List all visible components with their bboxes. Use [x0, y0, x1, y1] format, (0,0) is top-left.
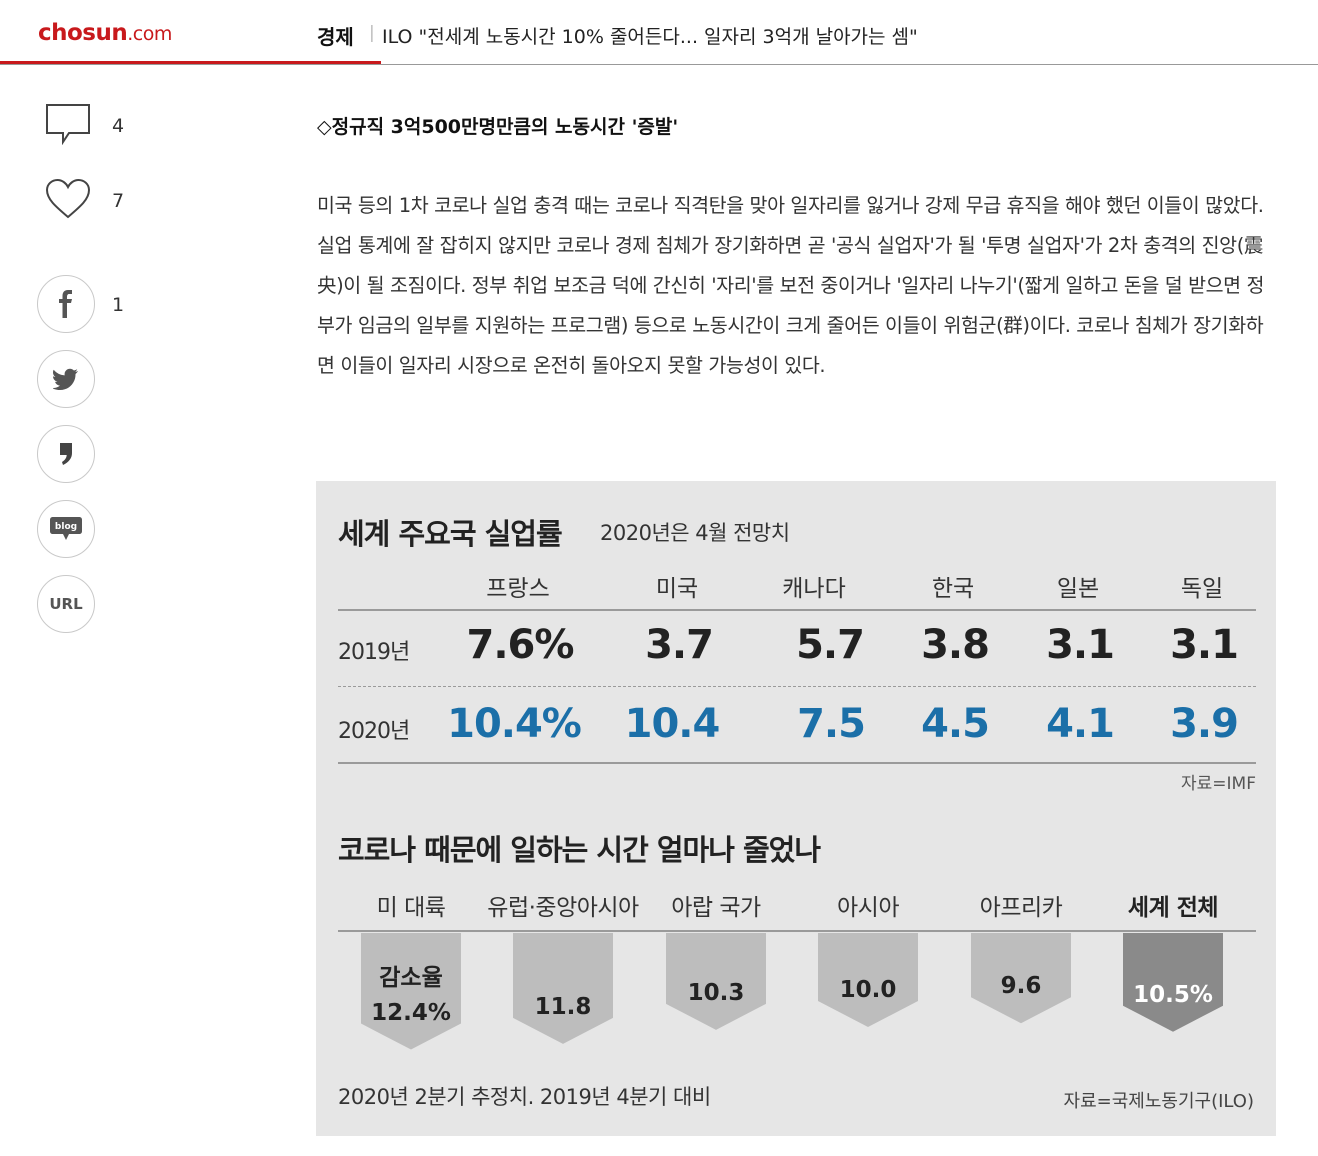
- decrease-shape-fill: [818, 933, 918, 1027]
- blog-icon: blog: [50, 517, 82, 540]
- decrease-value-label: 10.0: [839, 977, 897, 1003]
- decrease-shape-fill: [666, 933, 766, 1030]
- region-label: 아시아: [837, 895, 899, 921]
- unemployment-table-subtitle: 2020년은 4월 전망치: [600, 521, 790, 545]
- decrease-value-label: 11.8: [534, 993, 592, 1020]
- header-separator: |: [369, 23, 375, 43]
- country-header: 한국: [931, 576, 975, 602]
- rate-2019-france: 7.6%: [466, 622, 575, 668]
- rate-2020-france: 10.4%: [447, 701, 582, 747]
- country-header: 미국: [655, 576, 699, 602]
- twitter-icon: [53, 368, 78, 390]
- url-label: URL: [49, 595, 83, 613]
- decrease-rate-caption: 감소율: [379, 964, 443, 991]
- rate-2020-japan: 4.1: [1046, 701, 1115, 747]
- decrease-shape: [971, 933, 1071, 1024]
- heart-icon: [45, 178, 91, 219]
- twitter-share-button[interactable]: [37, 350, 95, 408]
- facebook-icon: [59, 290, 72, 318]
- rate-2019-usa: 3.7: [645, 622, 714, 668]
- section-label[interactable]: 경제: [317, 25, 354, 49]
- infographic: 세계 주요국 실업률 2020년은 4월 전망치 프랑스 미국 캐나다 한국 일…: [316, 481, 1276, 1136]
- blog-icon-label: blog: [55, 522, 77, 532]
- table-top-rule: [338, 609, 1256, 611]
- country-header: 일본: [1056, 576, 1100, 602]
- chart-note: 2020년 2분기 추정치. 2019년 4분기 대비: [338, 1085, 711, 1109]
- decrease-shape: [818, 933, 918, 1027]
- table-source: 자료=IMF: [1181, 774, 1256, 794]
- decrease-shape-fill: [361, 933, 461, 1050]
- year-label-2019: 2019년: [338, 640, 410, 665]
- decrease-value-label: 10.3: [687, 979, 745, 1006]
- rate-2019-japan: 3.1: [1046, 622, 1115, 668]
- article-subhead: ◇정규직 3억500만명만큼의 노동시간 '증발': [317, 116, 679, 138]
- decrease-value-label: 9.6: [1000, 973, 1042, 1000]
- region-label: 유럽·중앙아시아: [487, 895, 639, 921]
- region-label: 아랍 국가: [671, 895, 761, 921]
- comment-icon: [46, 104, 90, 146]
- rate-2019-canada: 5.7: [796, 622, 865, 668]
- country-header: 독일: [1180, 576, 1224, 602]
- table-bottom-rule: [338, 762, 1256, 764]
- rate-2019-germany: 3.1: [1170, 622, 1239, 668]
- rate-2020-germany: 3.9: [1170, 701, 1239, 747]
- decrease-value-label: 10.5%: [1133, 981, 1213, 1008]
- region-label-world: 세계 전체: [1127, 895, 1219, 921]
- kakaostory-icon: [60, 443, 72, 465]
- table-row-divider: [338, 686, 1256, 687]
- chart-baseline: [338, 930, 1256, 932]
- decrease-shape-fill: [1123, 933, 1223, 1032]
- unemployment-table-title: 세계 주요국 실업률: [338, 517, 563, 551]
- decrease-shape-fill: [513, 933, 613, 1044]
- region-label: 미 대륙: [376, 895, 446, 921]
- like-button[interactable]: [45, 178, 91, 224]
- article-headline: ILO "전세계 노동시간 10% 줄어든다... 일자리 3억개 날아가는 셈…: [382, 26, 918, 48]
- rate-2020-canada: 7.5: [797, 701, 866, 747]
- decrease-shape: [666, 933, 766, 1030]
- blog-share-button[interactable]: blog: [37, 500, 95, 558]
- work-hours-chart-title: 코로나 때문에 일하는 시간 얼마나 줄었나: [338, 833, 821, 867]
- decrease-value-label: 12.4%: [371, 999, 451, 1026]
- comment-count: 4: [112, 115, 125, 137]
- facebook-share-count: 1: [112, 294, 125, 316]
- rate-2020-korea: 4.5: [921, 701, 990, 747]
- facebook-share-button[interactable]: [37, 275, 95, 333]
- country-header: 프랑스: [486, 576, 550, 602]
- top-header: chosun.com 경제 | ILO "전세계 노동시간 10% 줄어든다..…: [0, 0, 1318, 65]
- decrease-shape: [1123, 933, 1223, 1032]
- article-paragraph: 미국 등의 1차 코로나 실업 충격 때는 코로나 직격탄을 맞아 일자리를 잃…: [317, 194, 1265, 377]
- kakaostory-share-button[interactable]: [37, 425, 95, 483]
- rate-2019-korea: 3.8: [921, 622, 990, 668]
- year-label-2020: 2020년: [338, 719, 410, 744]
- like-count: 7: [112, 190, 125, 212]
- decrease-shape: [361, 933, 461, 1050]
- country-header: 캐나다: [782, 576, 846, 602]
- region-label: 아프리카: [979, 895, 1063, 921]
- url-copy-button[interactable]: URL: [37, 575, 95, 633]
- comment-button[interactable]: [45, 103, 91, 149]
- decrease-shape-fill: [971, 933, 1071, 1024]
- chart-source: 자료=국제노동기구(ILO): [1063, 1091, 1254, 1112]
- rate-2020-usa: 10.4: [624, 701, 721, 747]
- chosun-logo[interactable]: chosun.com: [38, 20, 172, 46]
- decrease-shape: [513, 933, 613, 1044]
- section-indicator-line: [0, 61, 381, 64]
